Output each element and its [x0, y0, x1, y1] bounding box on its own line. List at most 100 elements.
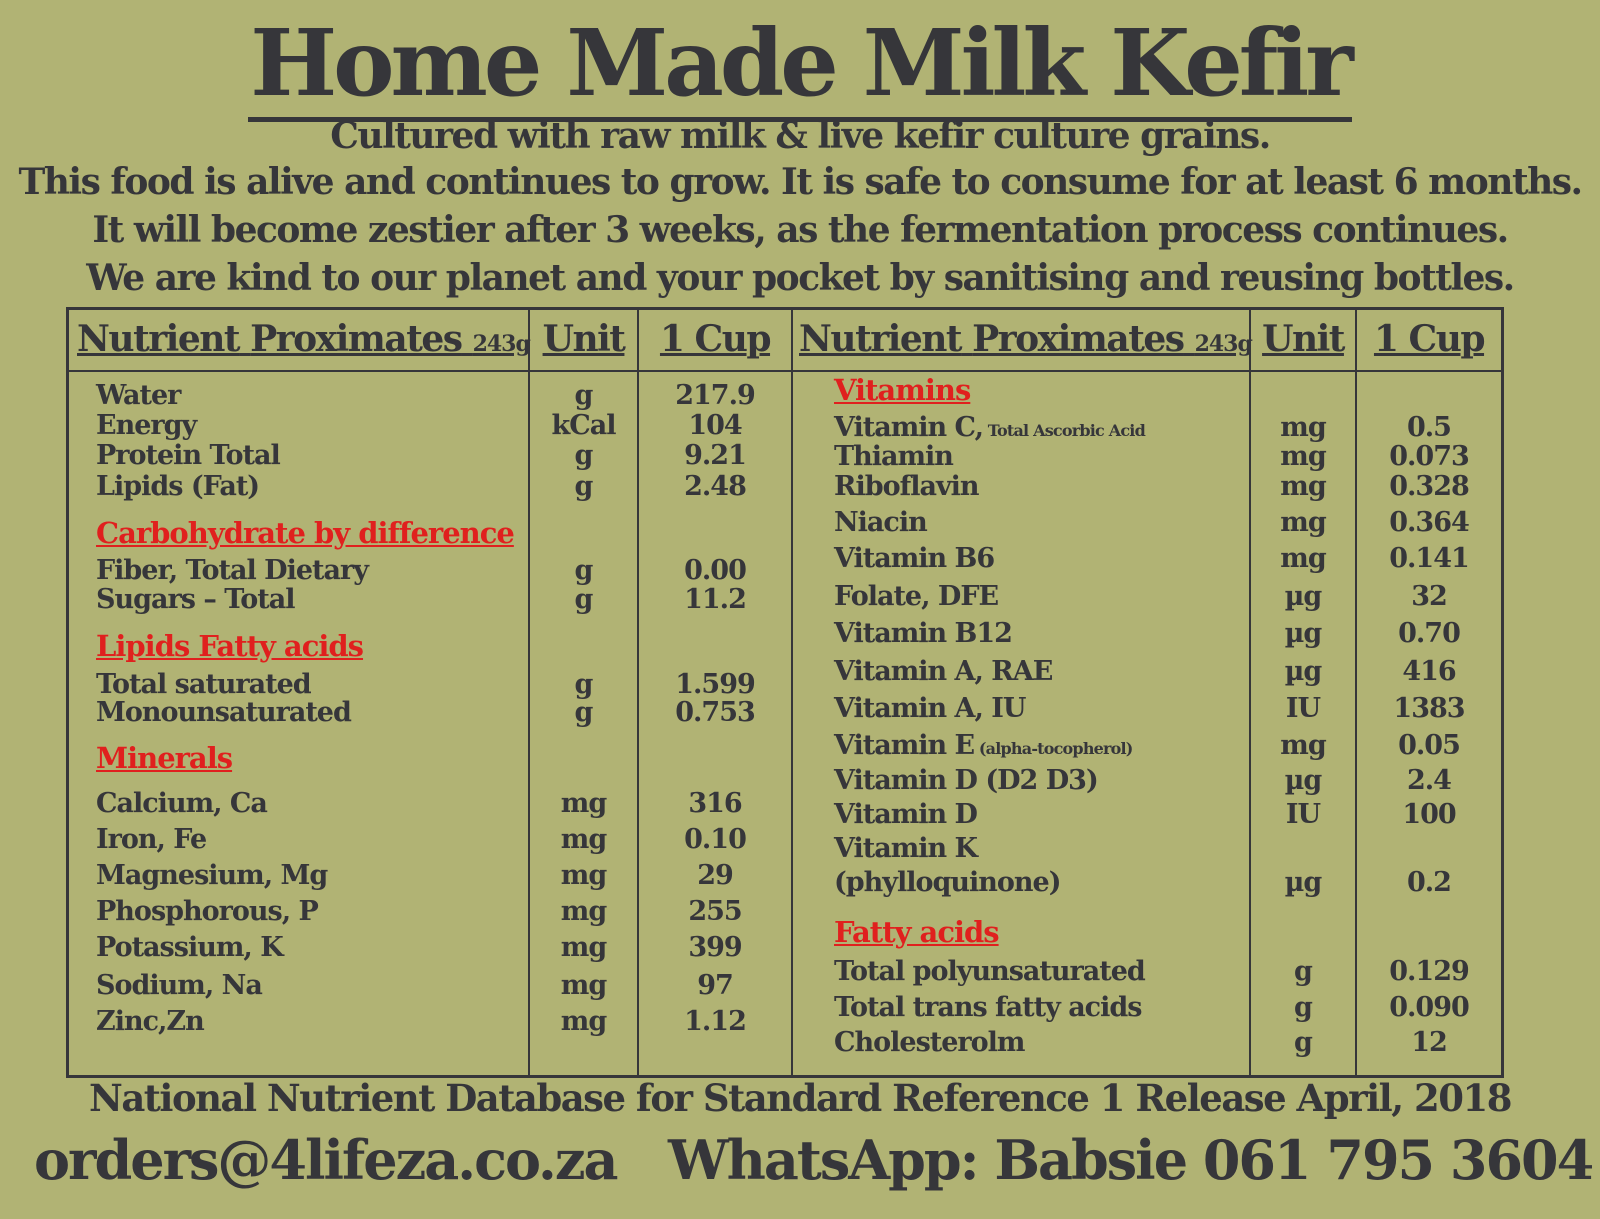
- header-cup: 1 Cup: [1373, 318, 1486, 360]
- nutrient-unit: µg: [1284, 765, 1323, 796]
- nutrient-unit: IU: [1285, 799, 1321, 830]
- nutrient-unit: mg: [560, 896, 607, 927]
- nutrient-name: Protein Total: [96, 440, 281, 471]
- nutrient-value: 2.4: [1407, 765, 1452, 796]
- nutrient-value: 0.00: [684, 555, 747, 586]
- nutrient-name: Folate, DFE: [834, 581, 999, 612]
- nutrient-unit: mg: [1280, 730, 1326, 761]
- header-nutrient: Nutrient Proximates 243g: [799, 318, 1253, 360]
- header-nutrient: Nutrient Proximates 243g: [77, 318, 531, 360]
- nutrient-name: (phylloquinone): [834, 867, 1061, 898]
- nutrient-unit: mg: [1280, 412, 1326, 443]
- header-unit: Unit: [1262, 318, 1345, 360]
- nutrient-name: Riboflavin: [834, 471, 980, 502]
- divider: [69, 370, 1501, 372]
- nutrient-unit: mg: [1280, 543, 1326, 574]
- nutrient-name: Potassium, K: [96, 932, 284, 963]
- divider: [1249, 310, 1251, 1075]
- divider: [528, 310, 530, 1075]
- page-title: Home Made Milk Kefir: [0, 8, 1600, 122]
- nutrient-name: Calcium, Ca: [96, 788, 268, 819]
- nutrient-name: Lipids (Fat): [96, 471, 260, 502]
- nutrient-unit: g: [1294, 1027, 1313, 1058]
- nutrient-value: 0.5: [1407, 412, 1452, 443]
- nutrient-value: 32: [1411, 581, 1448, 612]
- nutrient-value: 29: [697, 860, 734, 891]
- nutrient-value: 1.599: [675, 669, 756, 700]
- header-unit: Unit: [542, 318, 626, 360]
- nutrient-name: Vitamin E (alpha-tocopherol): [834, 730, 1133, 761]
- email-link[interactable]: orders@4lifeza.co.za: [34, 1128, 618, 1192]
- nutrient-unit: g: [574, 440, 594, 471]
- nutrient-note: Total Ascorbic Acid: [982, 421, 1146, 440]
- nutrient-value: 0.073: [1389, 441, 1470, 472]
- nutrient-name: Total polyunsaturated: [834, 956, 1146, 987]
- nutrient-value: 104: [688, 410, 742, 441]
- nutrient-name: Vitamin B12: [834, 618, 1013, 649]
- nutrient-value: 12: [1411, 1027, 1448, 1058]
- nutrient-value: 1383: [1393, 693, 1465, 724]
- nutrient-name: Sugars – Total: [96, 584, 295, 615]
- nutrient-name: Monounsaturated: [96, 697, 352, 728]
- nutrient-name: Vitamin A, IU: [834, 693, 1026, 724]
- nutrient-unit: mg: [560, 970, 607, 1001]
- nutrient-unit: mg: [560, 860, 607, 891]
- nutrient-note: (alpha-tocopherol): [974, 739, 1133, 758]
- nutrient-unit: mg: [560, 788, 607, 819]
- nutrient-name: Phosphorous, P: [96, 896, 319, 927]
- nutrient-unit: µg: [1284, 581, 1323, 612]
- nutrient-name: Niacin: [834, 507, 928, 538]
- nutrient-value: 1.12: [684, 1006, 747, 1037]
- nutrient-unit: mg: [560, 932, 607, 963]
- nutrient-value: 0.364: [1389, 507, 1470, 538]
- nutrient-unit: g: [574, 669, 594, 700]
- nutrient-value: 316: [688, 788, 742, 819]
- nutrient-name: Vitamin D: [834, 799, 978, 830]
- nutrient-unit: g: [574, 697, 594, 728]
- nutrient-name: Iron, Fe: [96, 824, 207, 855]
- nutrient-name: Water: [96, 380, 181, 411]
- nutrient-unit: IU: [1285, 693, 1321, 724]
- nutrient-name: Thiamin: [834, 441, 954, 472]
- nutrient-value: 0.753: [675, 697, 756, 728]
- nutrient-name: Energy: [96, 410, 197, 441]
- nutrient-unit: kCal: [551, 410, 617, 441]
- nutrient-value: 0.090: [1389, 992, 1470, 1023]
- section-heading: Lipids Fatty acids: [96, 629, 364, 663]
- nutrient-unit: g: [574, 584, 594, 615]
- section-heading: Fatty acids: [834, 915, 1000, 949]
- divider: [637, 310, 639, 1075]
- nutrient-value: 416: [1402, 656, 1456, 687]
- nutrient-name: Vitamin K: [834, 833, 978, 864]
- nutrition-table: Nutrient Proximates 243g Unit 1 Cup Nutr…: [66, 307, 1504, 1078]
- nutrient-value: 11.2: [684, 584, 747, 615]
- nutrient-value: 0.05: [1398, 730, 1461, 761]
- nutrient-unit: g: [574, 380, 594, 411]
- nutrient-name: Cholesterolm: [834, 1027, 1025, 1058]
- section-heading: Carbohydrate by difference: [96, 516, 515, 550]
- whatsapp-contact: WhatsApp: Babsie 061 795 3604: [668, 1128, 1594, 1192]
- divider: [1355, 310, 1357, 1075]
- nutrient-value: 100: [1402, 799, 1456, 830]
- nutrient-unit: g: [1294, 956, 1313, 987]
- nutrient-name: Zinc,Zn: [96, 1006, 205, 1037]
- nutrient-value: 0.70: [1398, 618, 1461, 649]
- nutrient-name: Magnesium, Mg: [96, 860, 328, 891]
- nutrient-name: Total saturated: [96, 669, 312, 700]
- subtitle-line: We are kind to our planet and your pocke…: [86, 257, 1515, 299]
- nutrient-unit: g: [1294, 992, 1313, 1023]
- nutrient-value: 0.141: [1389, 543, 1470, 574]
- nutrient-value: 2.48: [684, 471, 747, 502]
- nutrient-name: Vitamin A, RAE: [834, 656, 1053, 687]
- nutrient-value: 255: [688, 896, 742, 927]
- nutrient-unit: mg: [560, 824, 607, 855]
- section-heading: Minerals: [96, 741, 233, 775]
- nutrient-unit: mg: [1280, 441, 1326, 472]
- nutrient-unit: mg: [1280, 471, 1326, 502]
- nutrient-value: 0.328: [1389, 471, 1470, 502]
- nutrient-value: 9.21: [684, 440, 747, 471]
- divider: [791, 310, 793, 1075]
- subtitle-line: This food is alive and continues to grow…: [18, 161, 1583, 203]
- nutrient-value: 0.129: [1389, 956, 1470, 987]
- nutrient-name: Vitamin C, Total Ascorbic Acid: [834, 412, 1146, 443]
